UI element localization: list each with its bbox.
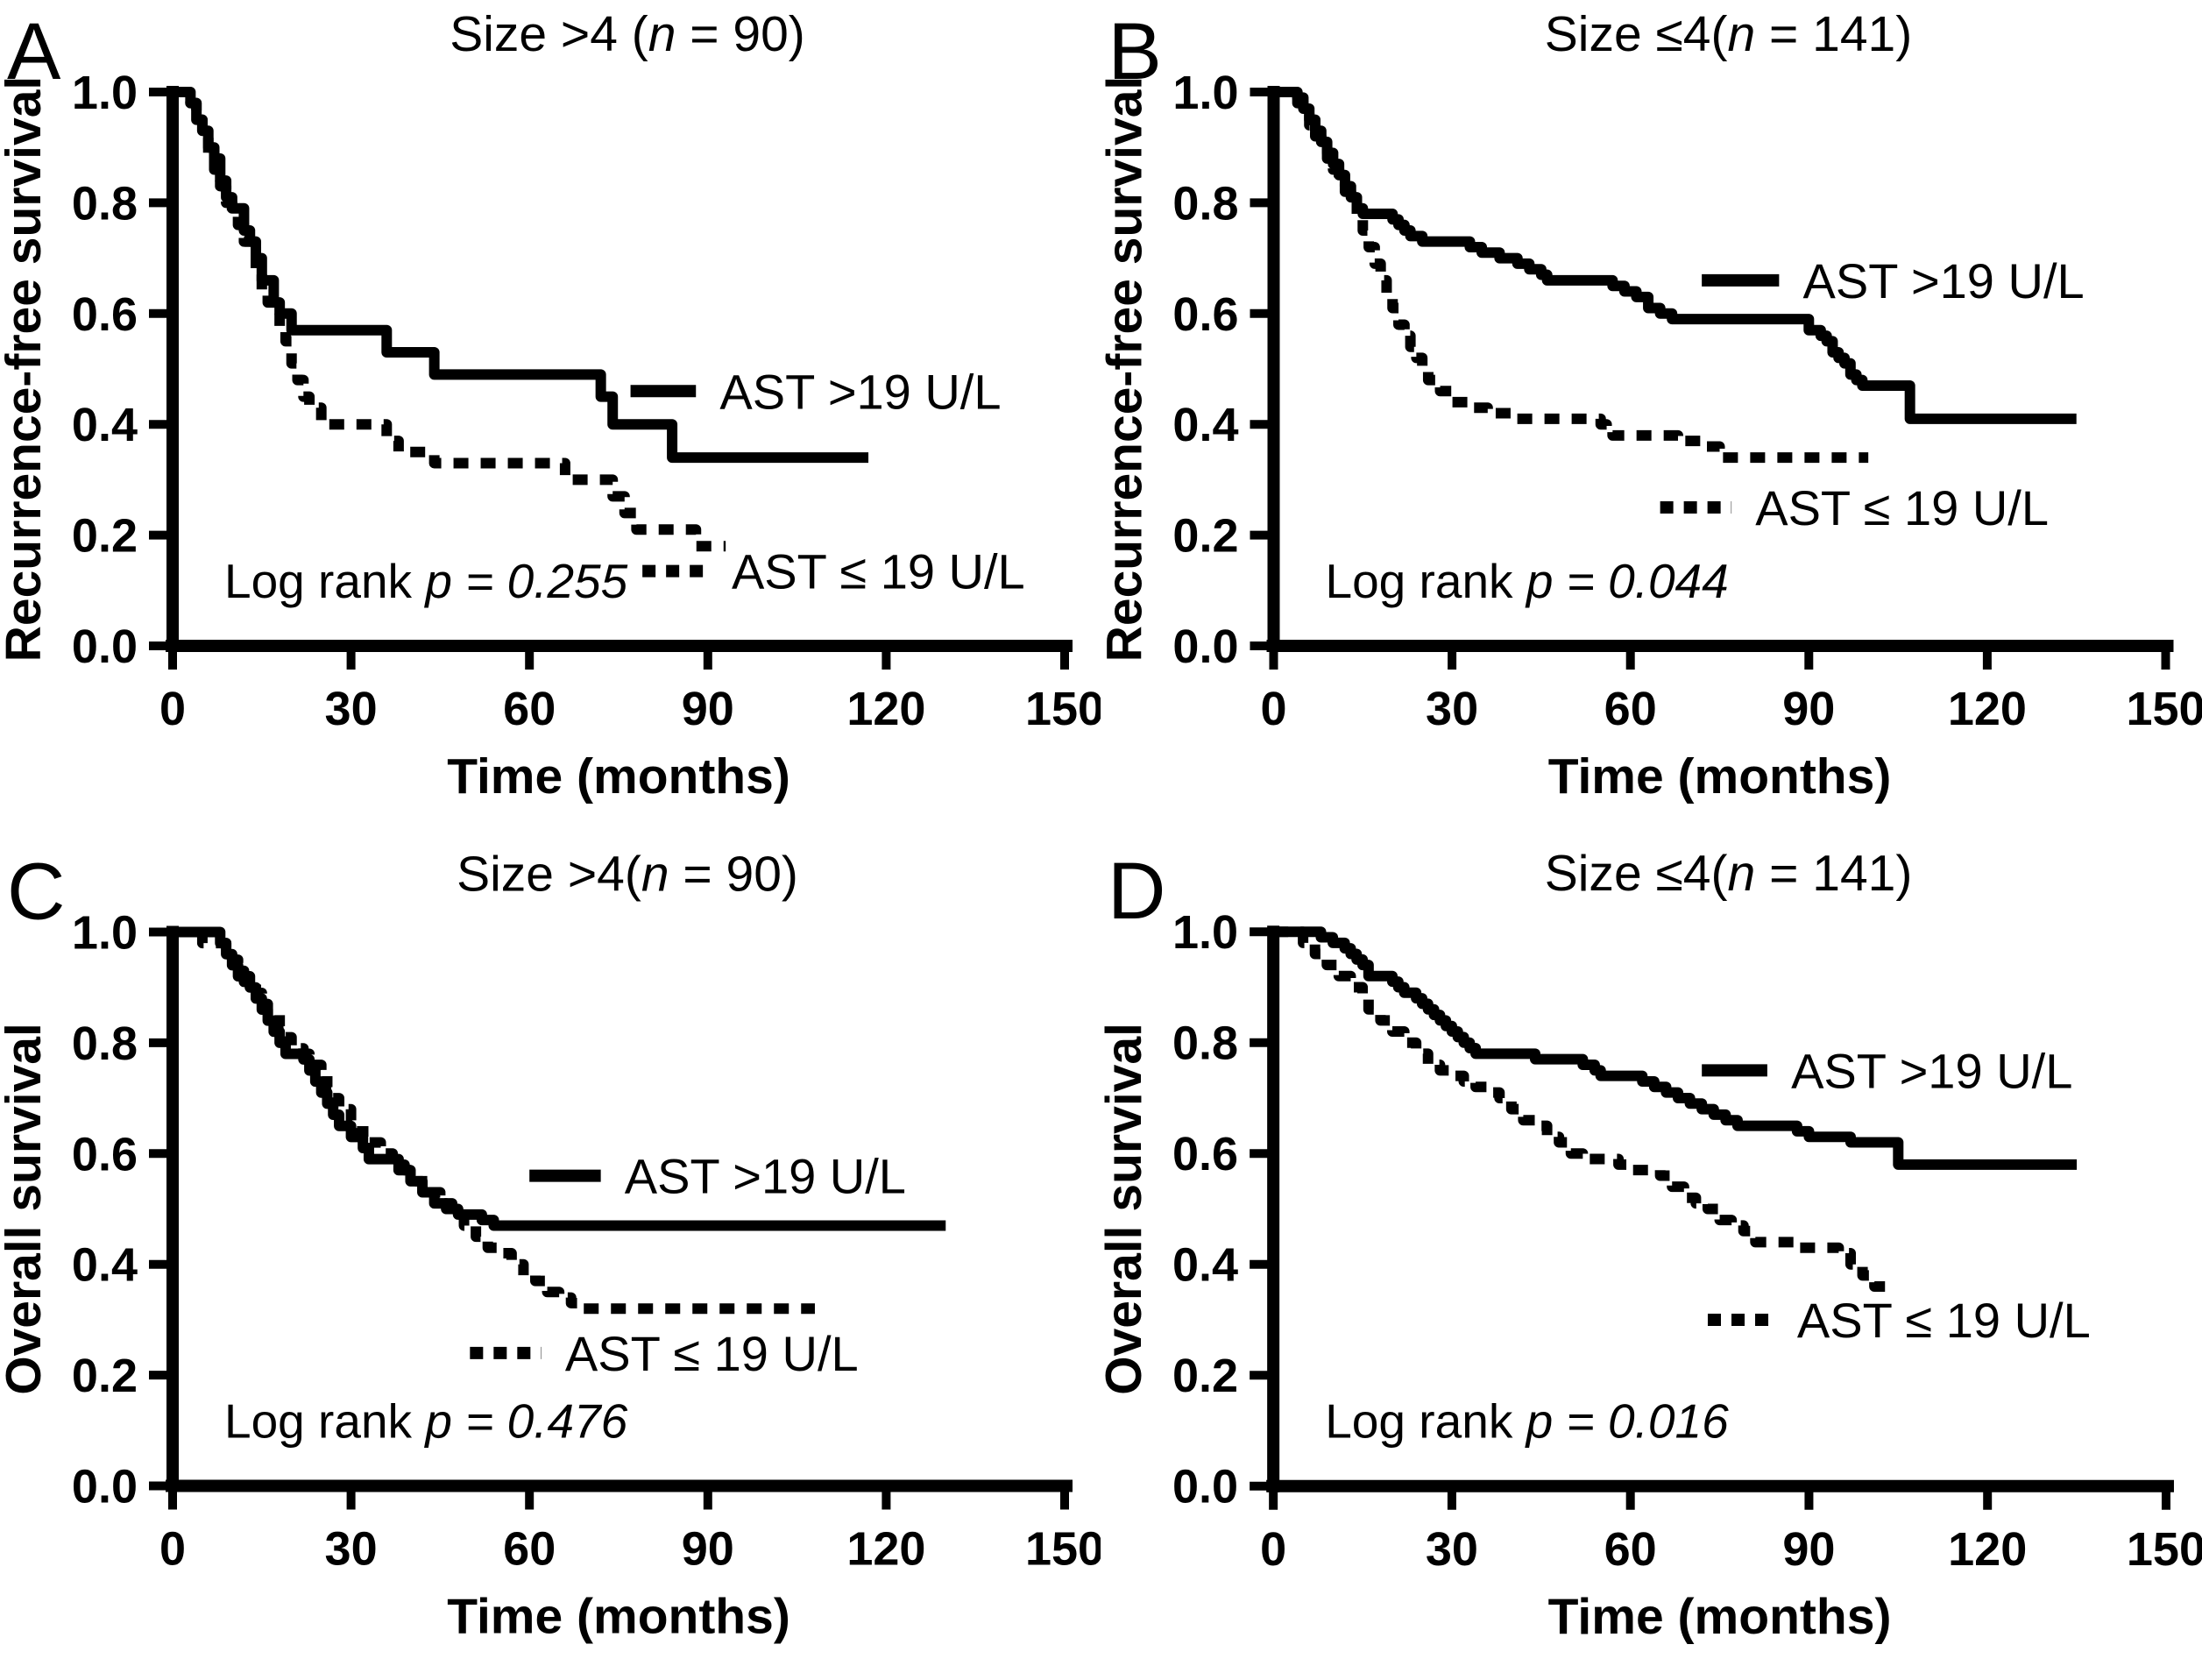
panel-title: Size >4(n = 90) (457, 847, 798, 903)
x-axis-title: Time (months) (447, 748, 790, 805)
log-rank-text: Log rank p = 0.476 (224, 1394, 628, 1449)
panel-title: Size ≤4(n = 141) (1545, 6, 1912, 62)
x-tick-label: 0 (159, 1523, 186, 1576)
x-tick-label: 120 (846, 1523, 925, 1576)
km-curve-ast-le-19 (173, 87, 726, 552)
panel-b: B Size ≤4(n = 141) 0 30 60 90 120 150 0.0 0.2 0.4 0… (1101, 0, 2202, 840)
x-tick-label: 90 (1782, 1523, 1835, 1576)
x-tick-label: 0 (1260, 683, 1286, 735)
y-tick-label: 0.0 (72, 1461, 138, 1513)
y-tick-label: 0.0 (1172, 1461, 1238, 1513)
x-tick-label: 90 (682, 1523, 734, 1576)
y-tick-label: 1.0 (72, 907, 138, 960)
panel-title: Size ≤4(n = 141) (1545, 846, 1913, 902)
y-axis-title: Overall survival (1101, 1023, 1152, 1395)
panel-background (0, 840, 1101, 1680)
x-tick-label: 150 (1025, 683, 1101, 735)
y-tick-label: 0.8 (72, 1017, 138, 1070)
y-axis-title: Recurrence-free survival (0, 76, 52, 663)
km-curve-ast-le-19 (1273, 87, 1869, 464)
panel-a: A Size >4 (n = 90) 0 30 60 90 120 150 0.0 0.2 0.4 0… (0, 0, 1101, 840)
y-tick-label: 0.2 (1172, 510, 1238, 563)
panel-letter: B (1108, 7, 1162, 96)
x-tick-label: 0 (159, 683, 186, 735)
y-tick-label: 0.6 (72, 1128, 138, 1180)
y-tick-label: 0.0 (72, 620, 138, 673)
panel-letter: C (7, 847, 65, 937)
y-tick-label: 1.0 (72, 67, 138, 119)
y-tick-label: 0.2 (72, 1350, 138, 1402)
legend-label: AST ≤ 19 U/L (1797, 1293, 2091, 1348)
y-tick-label: 0.8 (1172, 1017, 1238, 1070)
panel-background (0, 0, 1101, 840)
x-tick-label: 120 (1948, 1523, 2027, 1576)
km-plot-a: A Size >4 (n = 90) 0 30 60 90 120 150 0.0 0.2 0.4 0… (0, 0, 1101, 840)
y-tick-label: 0.4 (72, 399, 138, 451)
legend-label: AST >19 U/L (1803, 253, 2085, 308)
panel-background (1101, 840, 2202, 1680)
x-tick-label: 150 (1025, 1523, 1101, 1576)
x-tick-label: 30 (325, 1523, 378, 1576)
y-tick-label: 0.0 (1172, 620, 1238, 673)
x-tick-label: 30 (325, 683, 378, 735)
y-axis-title: Recurrence-free survival (1101, 76, 1153, 663)
legend-label: AST >19 U/L (625, 1149, 906, 1204)
legend-label: AST ≤ 19 U/L (732, 544, 1025, 599)
panel-title: Size >4 (n = 90) (450, 6, 805, 62)
y-tick-label: 0.2 (1172, 1350, 1238, 1402)
panel-letter: D (1108, 846, 1166, 936)
x-tick-label: 0 (1260, 1523, 1286, 1576)
x-axis-title: Time (months) (1548, 748, 1892, 805)
y-tick-label: 1.0 (1172, 67, 1238, 119)
y-tick-label: 0.4 (72, 1239, 138, 1292)
y-tick-label: 0.6 (1172, 1128, 1238, 1180)
x-tick-label: 30 (1426, 1523, 1478, 1576)
x-tick-label: 150 (2127, 1523, 2202, 1576)
km-plot-d: D Size ≤4(n = 141) 0 30 60 90 120 150 0.0 0.2 0.4 0… (1101, 840, 2202, 1680)
log-rank-text: Log rank p = 0.044 (1326, 554, 1729, 608)
y-tick-label: 0.8 (72, 177, 138, 230)
y-tick-label: 0.6 (1172, 288, 1238, 341)
x-tick-label: 60 (503, 1523, 556, 1576)
legend-label: AST >19 U/L (1791, 1043, 2072, 1098)
panel-c: C Size >4(n = 90) 0 30 60 90 120 150 0.0 0.2 0.4 0.… (0, 840, 1101, 1680)
x-tick-label: 90 (682, 683, 734, 735)
legend-label: AST ≤ 19 U/L (565, 1326, 859, 1381)
km-curve-ast-le-19 (173, 926, 815, 1315)
x-tick-label: 120 (1948, 683, 2027, 735)
x-tick-label: 150 (2126, 683, 2202, 735)
legend-label: AST >19 U/L (719, 364, 1001, 419)
km-curve-ast-gt-19 (1273, 926, 2078, 1170)
log-rank-text: Log rank p = 0.255 (224, 554, 628, 608)
y-tick-label: 0.6 (72, 288, 138, 341)
x-tick-label: 90 (1782, 683, 1835, 735)
y-tick-label: 0.2 (72, 510, 138, 563)
x-tick-label: 120 (846, 683, 925, 735)
y-tick-label: 0.8 (1172, 177, 1238, 230)
x-tick-label: 60 (1604, 683, 1657, 735)
y-tick-label: 0.4 (1172, 1239, 1238, 1292)
y-tick-label: 0.4 (1172, 399, 1238, 451)
log-rank-text: Log rank p = 0.016 (1325, 1394, 1729, 1449)
x-axis-title: Time (months) (1548, 1589, 1892, 1645)
x-tick-label: 60 (503, 683, 556, 735)
y-tick-label: 1.0 (1172, 906, 1238, 959)
panel-letter: A (7, 7, 61, 96)
km-plot-b: B Size ≤4(n = 141) 0 30 60 90 120 150 0.0 0.2 0.4 0… (1101, 0, 2202, 840)
x-tick-label: 60 (1604, 1523, 1657, 1576)
legend-label: AST ≤ 19 U/L (1755, 480, 2049, 535)
x-axis-title: Time (months) (447, 1589, 790, 1645)
km-curve-ast-gt-19 (1273, 87, 2077, 424)
x-tick-label: 30 (1426, 683, 1478, 735)
panel-d: D Size ≤4(n = 141) 0 30 60 90 120 150 0.0 0.2 0.4 0… (1101, 840, 2202, 1680)
km-curve-ast-le-19 (1273, 926, 1893, 1293)
km-plot-c: C Size >4(n = 90) 0 30 60 90 120 150 0.0 0.2 0.4 0.… (0, 840, 1101, 1680)
y-axis-title: Overall survival (0, 1023, 52, 1395)
